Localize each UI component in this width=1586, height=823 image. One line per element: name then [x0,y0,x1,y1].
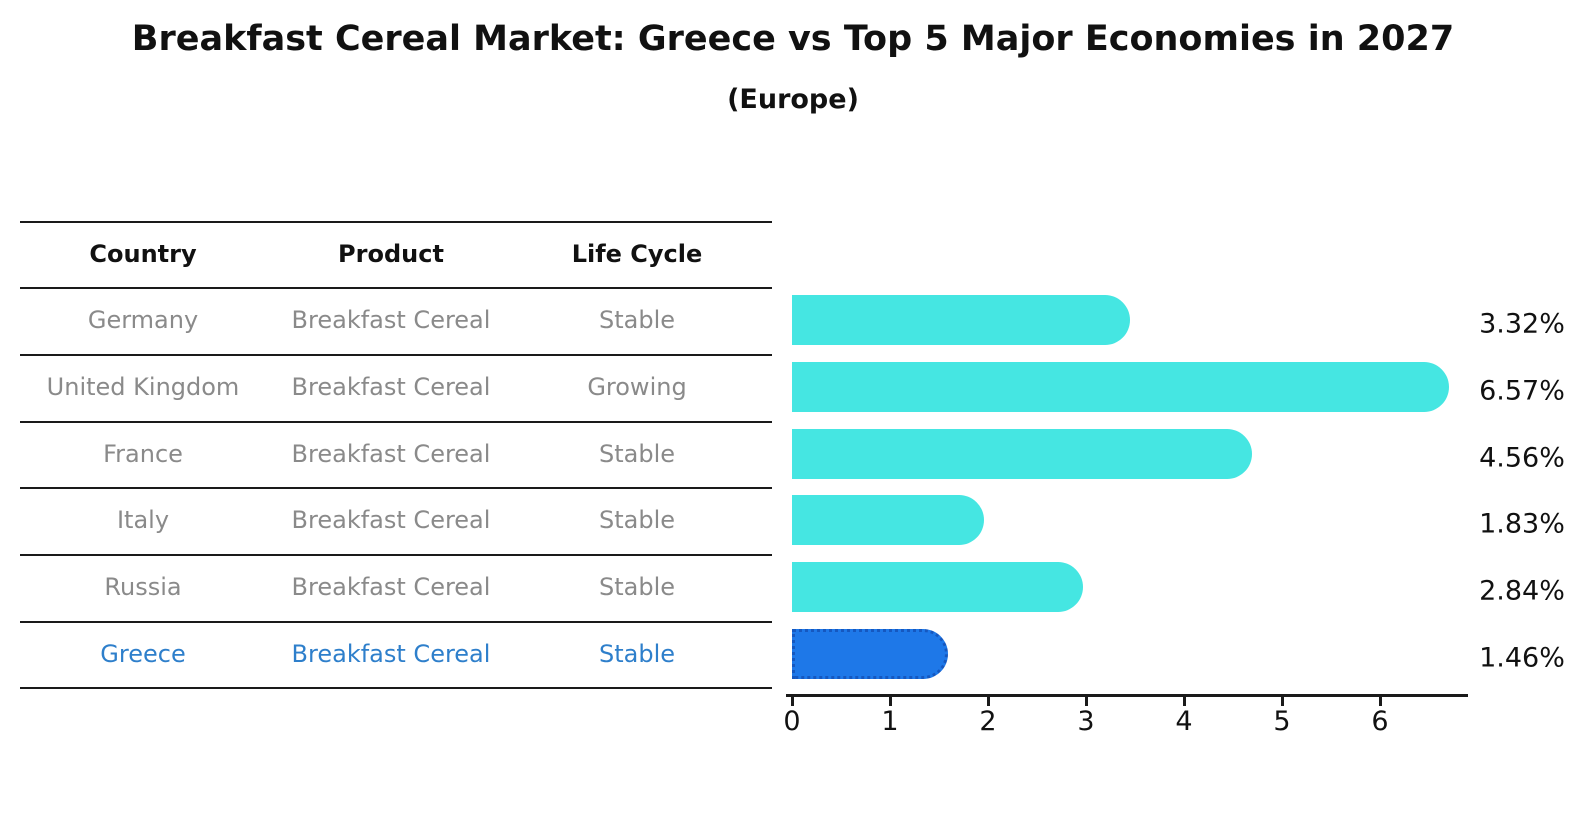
table-cell-product: Breakfast Cereal [291,373,491,402]
x-axis-tick [1280,696,1284,706]
table-rule [20,220,772,223]
x-axis-tick [1182,696,1186,706]
bar-value-label: 1.83% [1479,508,1565,540]
x-axis-tick-label: 5 [1273,706,1291,737]
table-cell-product: Breakfast Cereal [291,573,491,602]
x-axis-tick-label: 2 [979,706,997,737]
bar-value-label: 3.32% [1479,308,1565,340]
table-rule [20,553,772,556]
column-header: Country [89,239,197,268]
table-cell-life_cycle: Stable [598,306,676,335]
chart-title: Breakfast Cereal Market: Greece vs Top 5… [131,19,1455,59]
table-cell-country: Italy [116,506,170,535]
x-axis-line [786,694,1468,697]
table-rule [20,687,772,690]
bar [792,362,1449,413]
table-rule [20,353,772,356]
table-cell-country: Germany [87,306,199,335]
bar-value-label: 4.56% [1479,442,1565,474]
table-cell-product: Breakfast Cereal [291,639,491,668]
x-axis-tick [888,696,892,706]
table-cell-country: France [103,439,183,468]
bar [792,495,985,546]
x-axis-tick [790,696,794,706]
table-cell-life_cycle: Stable [598,506,676,535]
column-header: Life Cycle [571,239,703,268]
chart-subtitle: (Europe) [727,84,859,115]
x-axis-tick-label: 1 [881,706,899,737]
table-cell-product: Breakfast Cereal [291,306,491,335]
bar-value-label: 1.46% [1479,642,1565,674]
column-header: Product [338,239,444,268]
table-cell-life_cycle: Stable [598,439,676,468]
table-rule [20,487,772,490]
x-axis-tick [1378,696,1382,706]
x-axis-tick-label: 6 [1371,706,1389,737]
bar [792,562,1084,613]
table-cell-country: Greece [100,639,186,668]
table-cell-country: Russia [104,573,182,602]
table-cell-country: United Kingdom [46,373,240,402]
table-cell-life_cycle: Stable [598,573,676,602]
x-axis-tick-label: 0 [783,706,801,737]
x-axis-tick [1084,696,1088,706]
bar [792,428,1252,479]
x-axis-tick-label: 4 [1175,706,1193,737]
table-rule [20,420,772,423]
bar-value-label: 6.57% [1479,375,1565,407]
table-cell-life_cycle: Growing [587,373,687,402]
table-rule [20,620,772,623]
table-cell-product: Breakfast Cereal [291,439,491,468]
table-rule [20,287,772,290]
table-cell-life_cycle: Stable [598,639,676,668]
x-axis-tick-label: 3 [1077,706,1095,737]
bar-highlight [792,628,949,679]
bar-value-label: 2.84% [1479,575,1565,607]
bar [792,295,1131,346]
table-cell-product: Breakfast Cereal [291,506,491,535]
x-axis-tick [986,696,990,706]
